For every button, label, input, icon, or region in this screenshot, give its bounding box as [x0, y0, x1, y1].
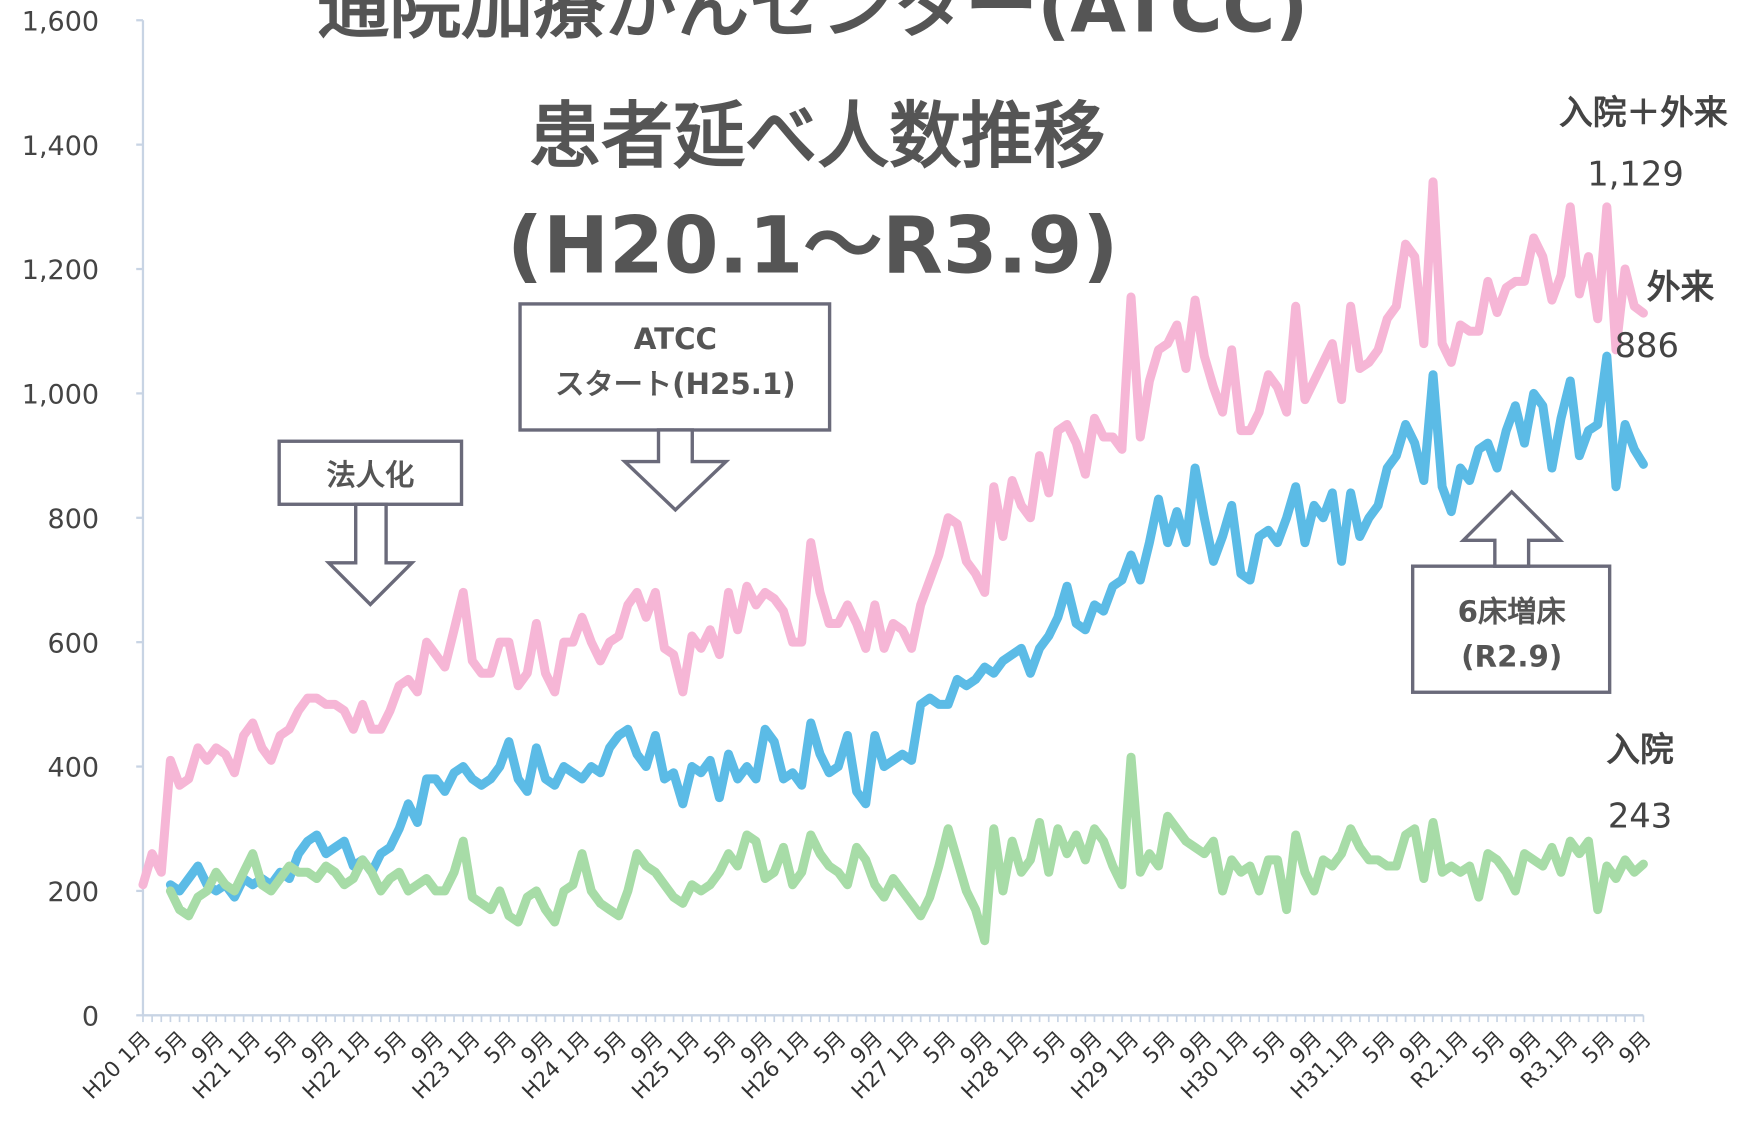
y-tick-label: 1,400 [22, 131, 99, 162]
y-tick-label: 800 [48, 504, 100, 535]
x-tick-label: 5月 [1468, 1027, 1510, 1069]
chart-title: 通院加療がんセンター(ATCC) [317, 0, 1308, 49]
callout-arrow [1459, 489, 1565, 568]
callout-arrow [620, 428, 731, 513]
callout-box [277, 439, 464, 506]
y-tick-label: 200 [48, 877, 100, 908]
y-tick-label: 1,000 [22, 380, 99, 411]
series-line [165, 351, 1648, 902]
x-tick-label: 5月 [480, 1027, 522, 1069]
chart-subtitle: (H20.1～R3.9) [507, 199, 1118, 291]
callout-arrow [324, 502, 417, 607]
annotation: スタート(H25.1) [555, 367, 795, 401]
x-tick-label: 5月 [699, 1027, 741, 1069]
series-name: 外来 [1647, 267, 1715, 306]
x-tick-label: 5月 [1029, 1027, 1071, 1069]
end-labels: 入院＋外来 1,129 外来 886 入院 243 [1559, 93, 1728, 836]
end-value-label: 886 [1615, 326, 1679, 365]
callout-box [518, 302, 832, 432]
y-tick-label: 600 [48, 628, 100, 659]
x-tick-label: 5月 [260, 1027, 302, 1069]
y-tick-label: 0 [82, 1001, 99, 1032]
x-tick-label: H20 1月 [78, 1027, 156, 1105]
series-lines [138, 177, 1648, 946]
series-name: 入院 [1606, 730, 1674, 769]
annotation: 6床増床 [1458, 594, 1567, 628]
x-tick-label: 5月 [1358, 1027, 1400, 1069]
x-tick-label: 5月 [1578, 1027, 1620, 1069]
x-tick-label: 5月 [590, 1027, 632, 1069]
end-value-label: 243 [1608, 796, 1672, 835]
x-tick-label: 5月 [1248, 1027, 1290, 1069]
annotation: (R2.9) [1461, 639, 1562, 673]
annotation: 法人化 [326, 458, 414, 492]
series-line [138, 177, 1648, 890]
x-tick-label: 5月 [919, 1027, 961, 1069]
x-tick-label: 5月 [809, 1027, 851, 1069]
series-name: 入院＋外来 [1559, 93, 1728, 132]
x-tick-label: 5月 [1139, 1027, 1181, 1069]
annotation: ATCC [634, 322, 717, 356]
y-tick-label: 400 [48, 753, 100, 784]
x-tick-label: 9月 [1614, 1027, 1656, 1069]
y-tick-label: 1,600 [22, 6, 99, 37]
series-line [165, 752, 1648, 946]
chart-title: 患者延べ人数推移 [529, 94, 1105, 178]
y-tick-label: 1,200 [22, 255, 99, 286]
x-tick-label: 5月 [150, 1027, 192, 1069]
end-value-label: 1,129 [1587, 155, 1684, 194]
callouts [277, 302, 1612, 694]
x-tick-label: 5月 [370, 1027, 412, 1069]
